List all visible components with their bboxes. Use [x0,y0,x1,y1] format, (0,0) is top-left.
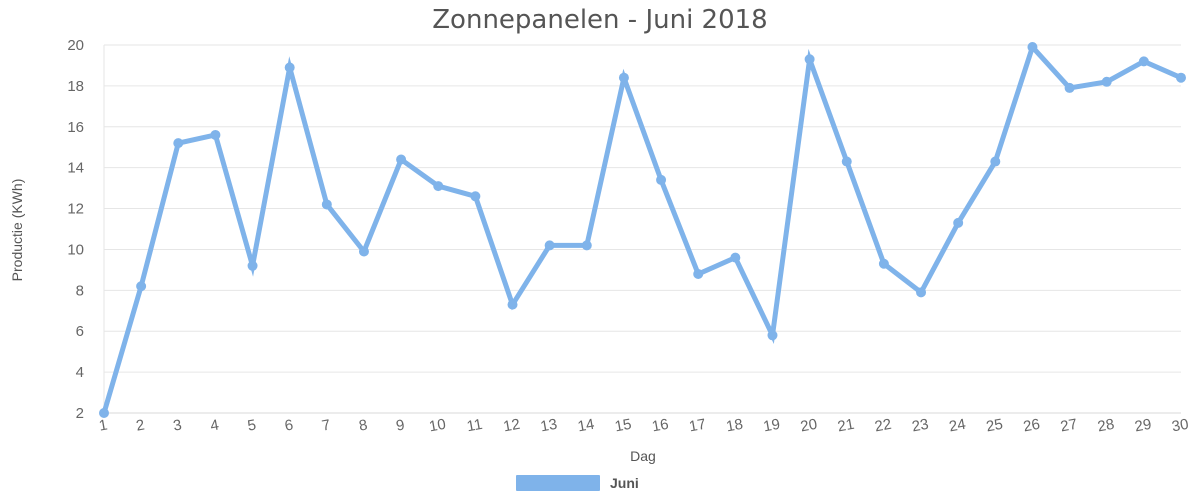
y-axis-title: Productie (KWh) [9,179,25,282]
y-tick-label: 10 [67,241,84,258]
x-tick-labels: 1 2 3 4 5 6 7 8 9 10 11 12 13 14 15 16 17 18 19 20 21 22 23 24 2… [98,416,1190,436]
data-point[interactable] [581,240,592,251]
y-tick-label: 4 [76,364,84,381]
x-tick-label: 29 [1133,416,1152,436]
data-point[interactable] [1064,82,1075,93]
x-tick-label: 19 [762,416,781,436]
x-tick-label: 13 [539,416,558,436]
data-point[interactable] [804,54,815,65]
data-point[interactable] [136,281,147,292]
x-tick-label: 11 [465,416,483,435]
data-point[interactable] [916,287,927,298]
x-tick-label: 17 [688,416,707,436]
y-tick-label: 20 [67,37,84,54]
data-point[interactable] [358,246,369,257]
x-tick-label: 25 [985,416,1004,436]
x-tick-label: 8 [358,416,369,434]
x-tick-label: 23 [911,416,930,436]
legend[interactable]: Juni [516,475,639,491]
x-tick-label: 30 [1171,416,1190,436]
data-point[interactable] [878,258,889,269]
grid-lines [104,44,1181,414]
x-tick-label: 7 [320,416,331,434]
axes [103,45,1181,414]
data-point[interactable] [1138,56,1149,67]
y-tick-label: 16 [67,119,84,136]
series-line-juni [101,42,1184,416]
x-tick-label: 27 [1059,416,1078,436]
x-tick-label: 28 [1096,416,1115,436]
legend-label-juni[interactable]: Juni [610,475,639,491]
data-point[interactable] [767,330,778,341]
y-tick-label: 6 [76,323,84,340]
data-point[interactable] [1101,76,1112,87]
data-point[interactable] [210,129,221,140]
y-tick-label: 18 [67,78,84,95]
y-tick-label: 2 [76,405,84,422]
data-point[interactable] [656,174,667,185]
x-tick-label: 6 [283,416,294,434]
data-point[interactable] [433,181,444,192]
data-point[interactable] [841,156,852,167]
data-point[interactable] [321,199,332,210]
x-tick-label: 5 [246,416,257,434]
x-tick-label: 10 [428,416,447,436]
data-point[interactable] [693,268,704,279]
data-point[interactable] [470,191,481,202]
x-tick-label: 18 [725,416,744,436]
x-tick-label: 3 [172,416,183,434]
x-tick-label: 24 [948,416,967,436]
x-tick-label: 9 [395,416,406,434]
legend-swatch[interactable] [516,475,600,491]
y-tick-label: 14 [67,160,84,177]
x-tick-label: 26 [1022,416,1041,436]
y-tick-label: 12 [67,201,84,218]
data-point[interactable] [507,299,518,310]
data-point[interactable] [953,217,964,228]
x-axis-title: Dag [630,448,656,464]
x-tick-label: 2 [135,416,146,434]
y-tick-label: 8 [76,282,84,299]
y-tick-labels: 2 4 6 8 10 12 14 16 18 20 [67,37,84,422]
x-tick-label: 22 [873,416,892,436]
chart-title: Zonnepanelen - Juni 2018 [432,5,767,35]
data-point[interactable] [544,240,555,251]
data-point[interactable] [730,252,741,263]
data-point[interactable] [99,408,109,418]
x-tick-label: 21 [836,416,855,436]
x-tick-label: 4 [209,416,220,434]
x-tick-label: 20 [799,416,818,436]
x-tick-label: 14 [576,416,595,436]
data-point[interactable] [1176,72,1186,83]
data-point[interactable] [990,156,1001,167]
data-points [99,42,1186,418]
x-tick-label: 16 [651,416,670,436]
x-tick-label: 12 [502,416,521,436]
data-point[interactable] [1027,42,1038,53]
x-tick-label: 15 [613,416,632,436]
data-point[interactable] [247,260,258,271]
x-tick-label: 1 [98,416,109,434]
data-point[interactable] [173,138,184,149]
data-point[interactable] [618,72,629,83]
data-point[interactable] [396,154,407,165]
data-point[interactable] [284,62,295,73]
series-lines [101,42,1184,416]
